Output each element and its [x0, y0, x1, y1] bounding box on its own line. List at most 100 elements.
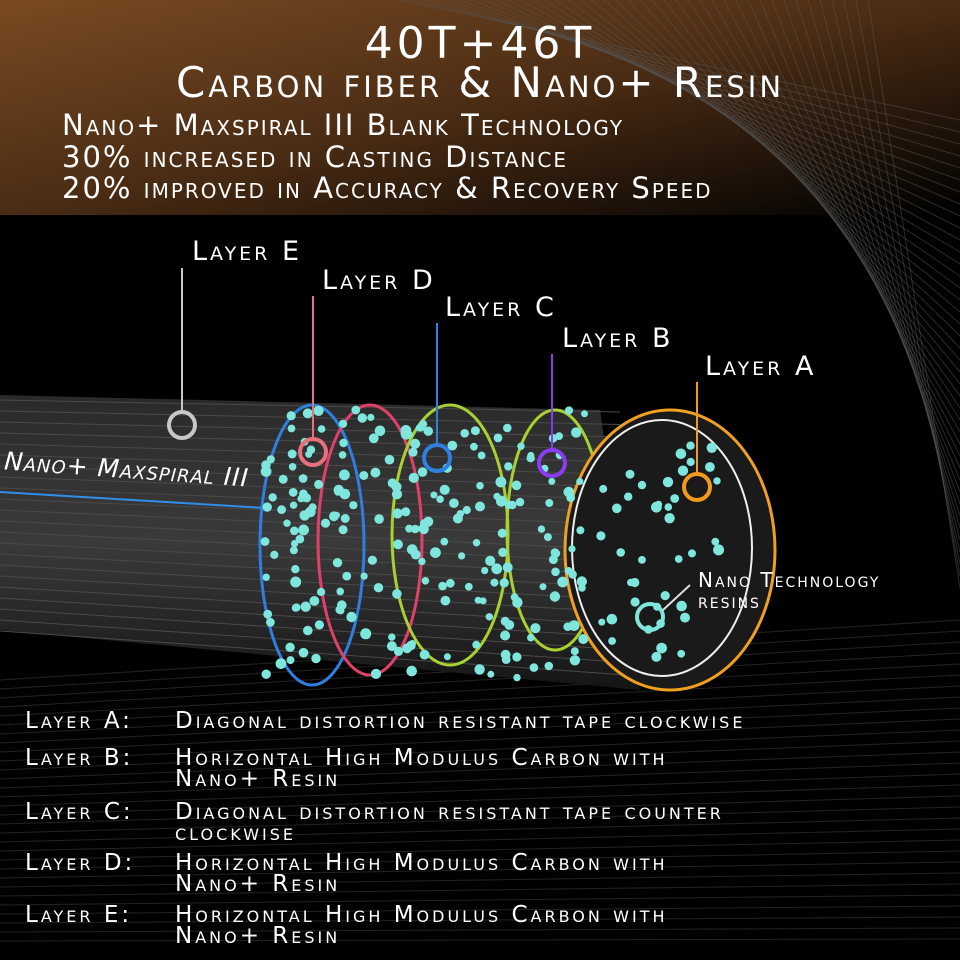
nano-dot [688, 549, 696, 558]
nano-dot [705, 462, 715, 472]
nano-dot [392, 508, 403, 519]
background-streak [483, 0, 960, 205]
nano-dot [664, 503, 673, 511]
nano-dot [384, 454, 395, 465]
nano-dot [474, 596, 482, 604]
rod-fiber-line [0, 520, 621, 550]
nano-dot [419, 649, 430, 660]
nano-dot [677, 649, 686, 658]
nano-dot [300, 601, 311, 612]
desc-c-text-2: clockwise [175, 820, 297, 846]
nano-dot [367, 413, 375, 421]
background-streak [0, 707, 960, 753]
nano-dot [498, 547, 508, 558]
nano-dot [637, 480, 647, 490]
nano-dot [711, 537, 720, 546]
nano-leader [662, 584, 691, 611]
nano-dot [493, 492, 501, 500]
background-streak [0, 740, 960, 780]
nano-dot [388, 633, 396, 641]
nano-dot [410, 438, 421, 449]
rod-fiber-line [0, 542, 621, 575]
nano-dot [557, 576, 569, 588]
nano-dot [555, 432, 563, 440]
nano-dot [476, 482, 484, 490]
nano-dot [449, 498, 459, 509]
desc-e-text-2: Nano+ Resin [175, 923, 341, 949]
nano-dot [472, 640, 481, 649]
nano-dot [675, 448, 687, 460]
background-streak [519, 0, 960, 241]
nano-dot [278, 474, 288, 484]
nano-dot [287, 424, 296, 433]
rod-fiber-line [0, 509, 621, 538]
nano-dot [302, 408, 313, 419]
nano-dot [410, 524, 420, 534]
nano-dot [400, 425, 412, 436]
nano-dot [530, 623, 541, 634]
nano-dot [415, 424, 424, 432]
desc-b-text-2: Nano+ Resin [175, 766, 341, 792]
rod-fiber-line [0, 476, 621, 500]
nano-dot [408, 640, 416, 648]
nano-dot [543, 533, 552, 542]
nano-dot [517, 442, 525, 450]
rod-fiber-line [0, 531, 621, 563]
nano-dot [460, 429, 470, 438]
nano-dot [337, 600, 347, 610]
nano-dot [670, 494, 680, 503]
nano-dot [289, 501, 298, 509]
nano-dot [288, 463, 297, 471]
background-streak [0, 652, 960, 708]
nano-dot [393, 646, 404, 657]
nano-dot [332, 511, 340, 519]
nano-dot [275, 658, 287, 669]
nano-dot [401, 507, 411, 517]
background-streak [0, 696, 960, 744]
nano-dot [502, 562, 513, 573]
background-streak [675, 0, 960, 397]
nano-dot [713, 477, 721, 485]
nano-dot [504, 462, 513, 471]
nano-dot [676, 600, 687, 612]
nano-dot [421, 577, 430, 585]
nano-dot [339, 488, 351, 500]
nano-dot [292, 603, 301, 612]
background-streak [0, 872, 960, 888]
nano-dot [616, 548, 625, 557]
nano-label: Nano Technology resins [698, 570, 880, 612]
nano-dot [447, 440, 458, 451]
background-streak [0, 762, 960, 798]
nano-dot [456, 510, 464, 518]
nano-dot [656, 642, 667, 654]
background-streak [639, 0, 960, 361]
background-streak [0, 861, 960, 879]
nano-dot [596, 531, 606, 541]
nano-dot [512, 652, 522, 662]
nano-dot [638, 556, 646, 564]
desc-e-text-1: Horizontal High Modulus Carbon with [175, 902, 668, 928]
nano-dot [527, 633, 535, 642]
nano-dot [576, 477, 584, 486]
nano-dot [529, 663, 539, 672]
nano-dot [340, 514, 350, 523]
nano-dot [503, 423, 512, 433]
nano-dot [261, 669, 271, 679]
nano-dot [262, 502, 272, 512]
nano-dot [336, 587, 345, 596]
nano-dot [495, 476, 507, 488]
nano-dot [474, 664, 485, 675]
nano-dot [423, 426, 433, 436]
nano-dot [477, 451, 486, 460]
background-streak [0, 938, 960, 942]
nano-dot [283, 519, 291, 527]
nano-dot [526, 454, 535, 463]
background-streak [495, 0, 960, 217]
nano-dot [500, 630, 511, 641]
nano-dot [677, 465, 689, 476]
desc-a-key: Layer A: [25, 708, 133, 734]
background-streak [663, 0, 960, 385]
nano-dot [317, 587, 326, 597]
nano-dot [578, 634, 589, 645]
